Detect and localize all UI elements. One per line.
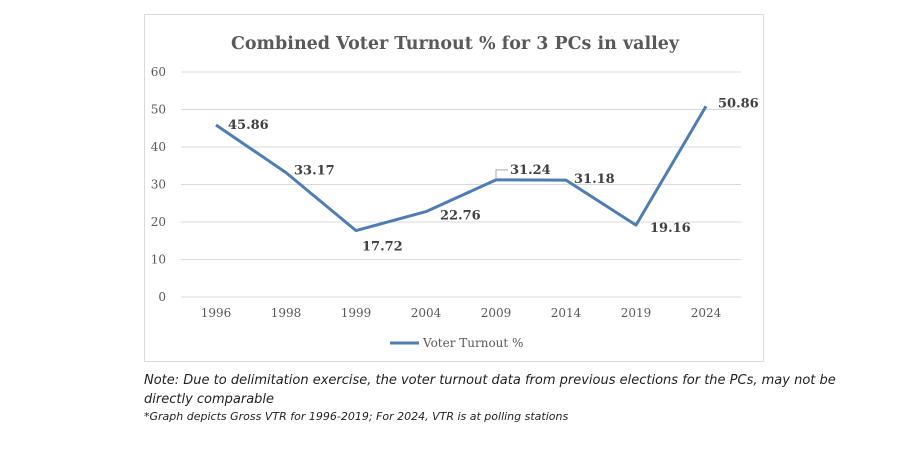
data-label: 45.86 — [228, 118, 269, 133]
data-label: 19.16 — [650, 221, 691, 236]
x-tick-label: 2014 — [551, 306, 582, 320]
data-labels: 45.86 33.17 17.72 22.76 31.24 31.18 19.16 50.86 — [228, 96, 759, 254]
gridlines — [181, 71, 741, 298]
data-label: 33.17 — [294, 164, 335, 179]
y-tick-label: 40 — [151, 140, 166, 154]
data-label: 50.86 — [718, 96, 759, 111]
x-tick-label: 2004 — [411, 306, 442, 320]
x-tick-label: 2024 — [691, 306, 722, 320]
data-label: 31.24 — [510, 163, 551, 178]
legend-label: Voter Turnout % — [422, 336, 523, 350]
y-axis-ticks: 0 10 20 30 40 50 60 — [151, 65, 166, 304]
x-tick-label: 1996 — [201, 306, 232, 320]
x-tick-label: 2009 — [481, 306, 512, 320]
data-label-leader-line — [495, 169, 508, 179]
x-tick-label: 1999 — [341, 306, 372, 320]
series-line-voter-turnout — [215, 105, 708, 233]
x-tick-label: 1998 — [271, 306, 302, 320]
y-tick-label: 10 — [151, 253, 166, 267]
y-tick-label: 60 — [151, 65, 166, 79]
y-tick-label: 50 — [151, 103, 166, 117]
data-label: 31.18 — [574, 172, 615, 187]
data-label: 22.76 — [440, 209, 481, 224]
x-axis-ticks: 1996 1998 1999 2004 2009 2014 2019 2024 — [201, 306, 722, 320]
y-tick-label: 0 — [158, 290, 166, 304]
data-label: 17.72 — [362, 240, 403, 255]
delimitation-note: Note: Due to delimitation exercise, the … — [144, 373, 836, 407]
y-tick-label: 20 — [151, 215, 166, 229]
turnout-line-chart: Combined Voter Turnout % for 3 PCs in va… — [151, 34, 759, 350]
x-tick-label: 2019 — [621, 306, 652, 320]
y-tick-label: 30 — [151, 178, 166, 192]
chart-title: Combined Voter Turnout % for 3 PCs in va… — [231, 34, 680, 54]
legend: Voter Turnout % — [390, 336, 523, 350]
chart-frame: Combined Voter Turnout % for 3 PCs in va… — [144, 14, 764, 362]
vtr-footnote: *Graph depicts Gross VTR for 1996-2019; … — [144, 410, 569, 423]
